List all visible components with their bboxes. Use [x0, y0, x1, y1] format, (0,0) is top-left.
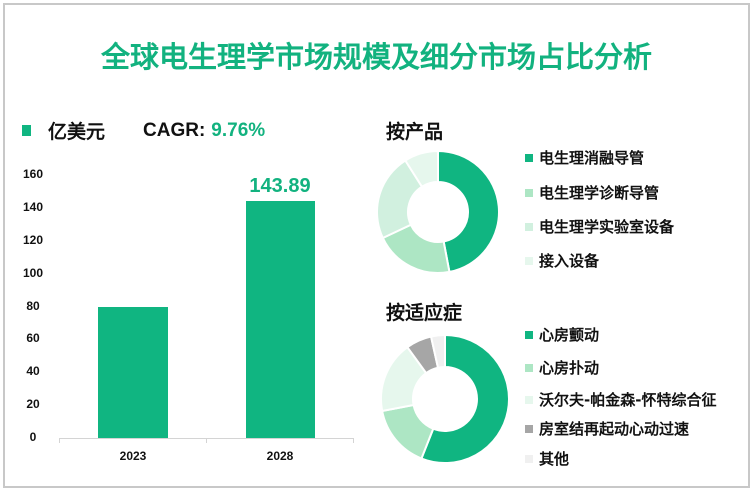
legend-label: 其他	[539, 450, 570, 468]
product-section-title: 按产品	[386, 121, 444, 143]
donut-slice	[403, 150, 439, 189]
legend-swatch	[22, 125, 31, 136]
product-donut-chart	[376, 150, 500, 274]
legend-item: 沃尔夫-帕金森-怀特综合征	[525, 389, 716, 410]
y-tick-label: 140	[22, 199, 44, 214]
page-title: 全球电生理学市场规模及细分市场占比分析	[100, 40, 652, 74]
x-axis-tick	[353, 438, 354, 443]
legend-swatch	[525, 395, 533, 404]
indication-donut-chart	[380, 334, 510, 464]
bar-2023	[98, 306, 168, 438]
legend-item: 电生理学诊断导管	[525, 182, 659, 203]
legend-item: 接入设备	[525, 250, 599, 271]
legend-swatch	[525, 363, 533, 372]
legend-swatch	[525, 222, 533, 231]
x-tick-label: 2028	[266, 449, 294, 463]
y-tick-label: 160	[22, 167, 44, 181]
legend-swatch	[525, 153, 533, 162]
y-tick-label: 0	[29, 430, 37, 444]
legend-label: 电生理学实验室设备	[539, 218, 675, 236]
y-tick-label: 20	[26, 397, 40, 412]
cagr-value: 9.76%	[211, 119, 266, 141]
x-tick-label: 2023	[119, 449, 147, 463]
legend-item: 其他	[525, 448, 569, 469]
y-tick-label: 100	[22, 265, 44, 280]
y-tick-label: 60	[26, 331, 40, 346]
legend-item: 心房颤动	[525, 324, 599, 345]
legend-swatch	[525, 330, 533, 339]
legend-swatch	[525, 424, 533, 433]
legend-swatch	[525, 454, 533, 463]
legend-item: 电生理学实验室设备	[525, 216, 674, 237]
bar-legend: 亿美元 CAGR: 9.76%	[22, 117, 265, 144]
legend-label: 电生理学诊断导管	[539, 184, 660, 202]
legend-label: 房室结再起动心动过速	[539, 420, 690, 438]
legend-label: 心房颤动	[539, 326, 600, 344]
bar-2028	[245, 201, 315, 438]
y-tick-label: 120	[22, 232, 44, 247]
legend-item: 房室结再起动心动过速	[525, 418, 689, 439]
donut-slice	[380, 403, 435, 460]
legend-swatch	[525, 256, 533, 265]
legend-label: 接入设备	[539, 252, 600, 270]
legend-label: 电生理消融导管	[539, 149, 645, 167]
legend-label: 沃尔夫-帕金森-怀特综合征	[539, 391, 717, 409]
x-axis-tick	[59, 438, 60, 443]
legend-swatch	[525, 188, 533, 197]
bar-data-label: 143.89	[249, 175, 311, 198]
legend-item: 心房扑动	[525, 357, 599, 378]
donut-slice	[437, 150, 500, 274]
legend-item: 电生理消融导管	[525, 147, 644, 168]
legend-label: 心房扑动	[539, 359, 600, 377]
x-axis-tick	[206, 438, 207, 443]
indication-section-title: 按适应症	[386, 302, 463, 324]
donut-slice	[420, 334, 510, 464]
cagr-label: CAGR:	[143, 119, 206, 141]
donut-slice	[429, 334, 446, 369]
y-tick-label: 80	[26, 298, 40, 313]
unit-label: 亿美元	[48, 121, 106, 143]
y-tick-label: 40	[26, 364, 40, 379]
